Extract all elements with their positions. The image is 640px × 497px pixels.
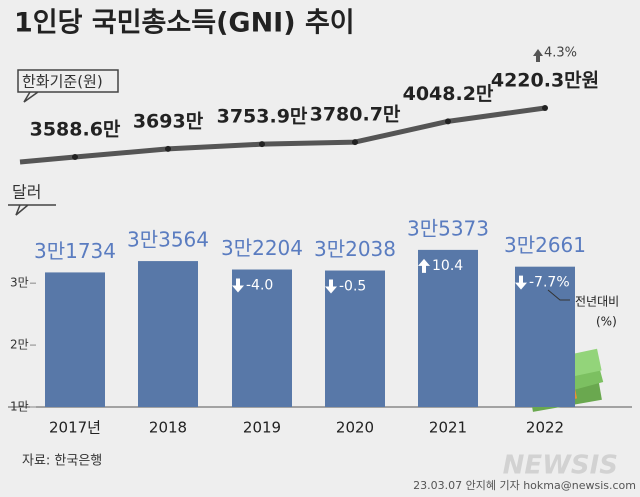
- source: 자료: 한국은행: [22, 453, 102, 469]
- value-label: 3만5373: [407, 216, 489, 240]
- note-pointer: [547, 289, 570, 301]
- line: [74, 105, 546, 160]
- annotation: 4.3%: [544, 46, 577, 61]
- change-label: -4.0: [246, 278, 273, 294]
- up-arrow: [418, 258, 430, 273]
- label-bubble: [8, 204, 56, 216]
- line-point: [72, 154, 78, 160]
- x-tick-label: 2022: [526, 419, 564, 437]
- line-point: [259, 141, 265, 148]
- bar: [232, 269, 292, 407]
- x-tick-label: 2019: [243, 419, 281, 437]
- change-note: 전년대비: [575, 295, 619, 309]
- bar: [45, 272, 105, 407]
- up-arrow: [533, 49, 543, 62]
- bar: [325, 270, 385, 407]
- change-label: 10.4: [432, 258, 463, 274]
- value-label: 3753.9만: [217, 106, 308, 128]
- line-point: [542, 105, 548, 111]
- value-label: 3만2661: [504, 233, 586, 257]
- x-tick-label: 2021: [429, 419, 467, 437]
- watermark: NEWSIS: [503, 451, 618, 481]
- y-tick-label: 2만: [10, 338, 29, 352]
- line-lead: [19, 154, 76, 165]
- line-point: [165, 145, 171, 152]
- change-label: -0.5: [339, 279, 366, 295]
- down-arrow: [232, 278, 244, 293]
- x-tick-label: 2020: [336, 419, 374, 437]
- title: 1인당 국민총소득(GNI) 추이: [14, 8, 355, 39]
- down-arrow: [515, 275, 527, 290]
- bar-label: 달러: [12, 183, 41, 202]
- value-label: 4048.2만: [403, 83, 494, 105]
- y-tick-label: 1만: [10, 400, 29, 414]
- label-bubble: [17, 69, 119, 103]
- line-label: 한화기준(원): [22, 73, 103, 91]
- bar: [138, 261, 198, 407]
- x-tick-label: 2018: [149, 419, 187, 437]
- value-label: 4220.3만원: [491, 70, 599, 92]
- value-label: 3780.7만: [310, 104, 401, 126]
- bar: [418, 249, 478, 407]
- down-arrow: [325, 279, 337, 294]
- value-label: 3만2038: [314, 237, 396, 261]
- credit: 23.03.07 안지혜 기자 hokma@newsis.com: [413, 479, 636, 492]
- change-unit: (%): [596, 315, 617, 329]
- value-label: 3만3564: [127, 228, 209, 252]
- line-point: [445, 118, 451, 125]
- x-tick-label: 2017년: [49, 419, 101, 437]
- value-label: 3만1734: [34, 239, 116, 263]
- value-label: 3만2204: [221, 236, 303, 260]
- change-label: -7.7%: [529, 275, 570, 291]
- value-label: 3588.6만: [30, 119, 121, 141]
- y-tick-label: 3만: [10, 276, 29, 290]
- bar: [515, 266, 575, 407]
- line-point: [352, 139, 358, 146]
- value-label: 3693만: [133, 110, 204, 132]
